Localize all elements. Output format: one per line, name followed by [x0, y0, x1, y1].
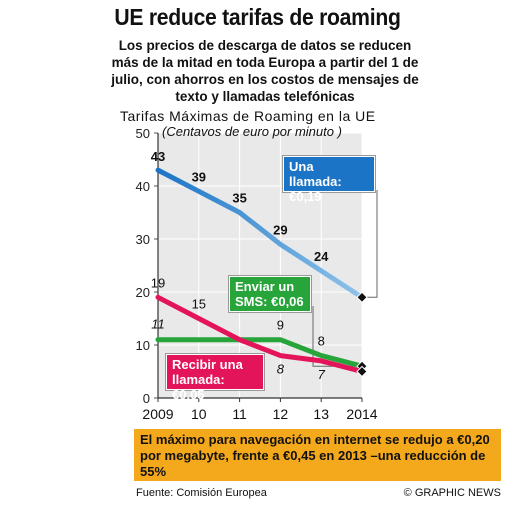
series-line-receive [155, 294, 365, 374]
series-line-sms [155, 337, 365, 369]
data-label-call: 35 [232, 191, 246, 206]
data-label-receive: 7 [318, 367, 326, 382]
data-label-call: 39 [192, 169, 206, 184]
data-label-sms: 11 [151, 317, 165, 332]
chart-title: Tarifas Máximas de Roaming en la UE [120, 108, 376, 124]
end-marker-call [356, 291, 368, 304]
internet-note: El máximo para navegación en internet se… [134, 429, 501, 481]
credit-text: © GRAPHIC NEWS [403, 487, 501, 499]
data-label-call: 24 [314, 249, 329, 264]
data-label-call: 43 [151, 149, 165, 164]
x-tick-label: 2009 [142, 406, 173, 422]
x-tick-label: 12 [273, 406, 289, 422]
x-tick-label: 11 [232, 406, 247, 422]
source-text: Fuente: Comisión Europea [136, 487, 267, 499]
x-tick-label: 13 [313, 406, 329, 422]
y-tick-label: 40 [136, 179, 150, 194]
data-label-receive: 8 [277, 362, 285, 377]
data-label-receive: 15 [192, 297, 206, 312]
headline: UE reduce tarifas de roaming [114, 4, 401, 30]
end-marker-receive [356, 365, 368, 378]
y-tick-label: 0 [143, 391, 150, 406]
y-tick-label: 30 [136, 232, 150, 247]
data-label-sms: 8 [318, 334, 325, 349]
data-label-sms: 9 [277, 318, 284, 333]
callout-send-sms: Enviar un SMS: €0,06 [229, 276, 311, 312]
data-label-call: 29 [273, 222, 287, 237]
subheadline: Los precios de descarga de datos se redu… [111, 38, 419, 104]
callout-one-call: Una llamada: €0,19 [283, 156, 375, 204]
x-tick-label: 2014 [346, 406, 377, 422]
y-tick-label: 50 [136, 126, 150, 141]
series-line-call [155, 167, 365, 300]
data-label-receive: 19 [151, 275, 165, 290]
y-tick-label: 20 [136, 285, 150, 300]
x-tick-label: 10 [191, 406, 207, 422]
callout-receive-call: Recibir una llamada: €0,05 [166, 354, 264, 402]
chart-subtitle: (Centavos de euro por minuto ) [162, 124, 342, 139]
leader-call [362, 190, 378, 298]
y-tick-label: 10 [136, 338, 150, 353]
